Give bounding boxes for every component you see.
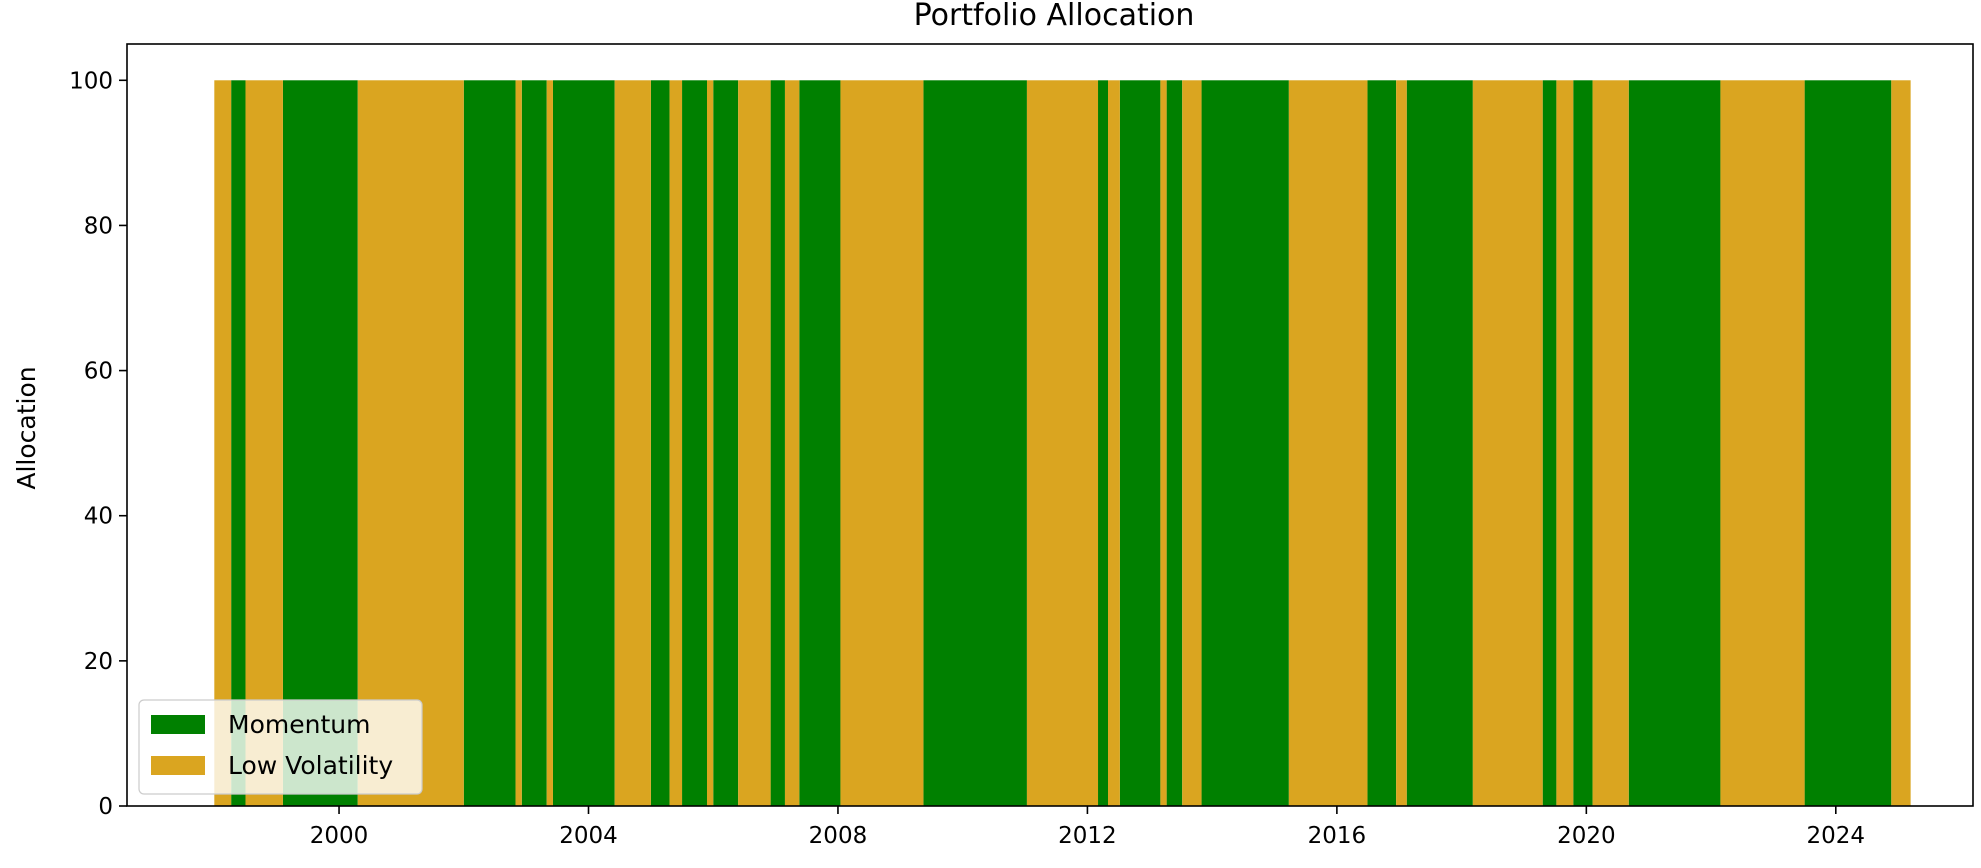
allocation-band-momentum-18 [1573, 80, 1593, 807]
legend-label-momentum: Momentum [228, 710, 370, 739]
axes: 0 20 40 60 80 100 2000 2004 2008 2012 2016 2020 2024 [69, 43, 1974, 849]
allocation-band-low-volatility-16 [1396, 80, 1407, 807]
legend-box [138, 699, 423, 795]
legend: Momentum Low Volatility [138, 699, 423, 795]
allocation-band-momentum-20 [1804, 80, 1892, 807]
allocation-band-low-volatility-17 [1472, 80, 1543, 807]
allocation-band-momentum-3 [521, 80, 547, 807]
allocation-band-momentum-16 [1406, 80, 1473, 807]
allocation-band-low-volatility-6 [669, 80, 683, 807]
allocation-band-momentum-7 [713, 80, 739, 807]
x-tick-label: 2024 [1807, 823, 1866, 849]
y-tick-label: 20 [84, 649, 113, 675]
x-tick-label: 2008 [809, 823, 868, 849]
allocation-band-low-volatility-13 [1160, 80, 1167, 807]
legend-swatch-low-volatility [151, 756, 205, 775]
allocation-band-low-volatility-8 [738, 80, 771, 807]
allocation-band-low-volatility-5 [614, 80, 651, 807]
allocation-band-low-volatility-19 [1592, 80, 1629, 807]
allocation-band-low-volatility-1 [245, 80, 283, 807]
allocation-band-momentum-2 [463, 80, 516, 807]
allocation-band-low-volatility-3 [515, 80, 522, 807]
y-tick-label: 0 [98, 794, 113, 820]
legend-label-low-volatility: Low Volatility [228, 751, 393, 780]
allocation-band-low-volatility-2 [357, 80, 464, 807]
allocation-band-momentum-14 [1201, 80, 1289, 807]
allocation-band-low-volatility-15 [1288, 80, 1368, 807]
allocation-band-low-volatility-14 [1182, 80, 1202, 807]
allocation-band-low-volatility-18 [1556, 80, 1574, 807]
allocation-band-momentum-0 [231, 80, 246, 807]
allocation-band-low-volatility-11 [1026, 80, 1099, 807]
allocation-band-momentum-17 [1542, 80, 1557, 807]
legend-swatch-momentum [151, 715, 205, 734]
allocation-bands [214, 80, 1911, 807]
allocation-band-momentum-13 [1166, 80, 1183, 807]
y-tick-label: 60 [84, 359, 113, 385]
allocation-band-low-volatility-12 [1108, 80, 1120, 807]
chart-title: Portfolio Allocation [914, 0, 1195, 33]
y-tick-label: 80 [84, 213, 113, 239]
allocation-band-momentum-19 [1628, 80, 1721, 807]
allocation-band-momentum-11 [1098, 80, 1108, 807]
allocation-band-low-volatility-7 [706, 80, 714, 807]
allocation-band-momentum-12 [1119, 80, 1161, 807]
x-tick-label: 2020 [1557, 823, 1616, 849]
allocation-band-momentum-1 [282, 80, 358, 807]
x-tick-label: 2012 [1058, 823, 1117, 849]
allocation-band-low-volatility-10 [840, 80, 924, 807]
allocation-band-momentum-6 [682, 80, 707, 807]
allocation-band-momentum-4 [552, 80, 615, 807]
allocation-band-low-volatility-9 [784, 80, 800, 807]
x-tick-label: 2004 [559, 823, 618, 849]
allocation-band-low-volatility-21 [1891, 80, 1911, 807]
allocation-band-momentum-15 [1367, 80, 1397, 807]
y-tick-label: 100 [69, 68, 113, 94]
allocation-band-low-volatility-4 [546, 80, 553, 807]
allocation-band-momentum-8 [770, 80, 785, 807]
allocation-band-low-volatility-20 [1720, 80, 1805, 807]
plot-frame [126, 43, 1974, 807]
allocation-band-momentum-5 [650, 80, 670, 807]
allocation-band-momentum-10 [923, 80, 1027, 807]
allocation-band-momentum-9 [799, 80, 841, 807]
allocation-band-low-volatility-0 [214, 80, 232, 807]
x-tick-label: 2000 [310, 823, 369, 849]
x-tick-label: 2016 [1308, 823, 1367, 849]
y-axis-label: Allocation [12, 366, 41, 489]
y-tick-label: 40 [84, 504, 113, 530]
